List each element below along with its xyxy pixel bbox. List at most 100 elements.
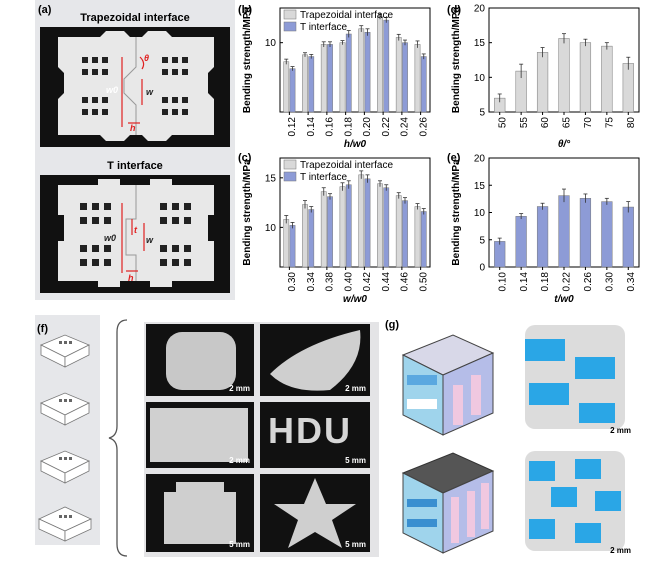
- legend-swatch: [283, 171, 297, 182]
- x-tick-label: 0.18: [540, 272, 551, 292]
- y-axis-label: Bending strength/MPa: [242, 7, 253, 114]
- bar: [308, 56, 315, 113]
- y-tick-label: 10: [474, 208, 486, 219]
- cube-render-1: [401, 334, 495, 436]
- bar: [402, 42, 408, 113]
- cube-render-2: [401, 452, 495, 554]
- bar: [414, 44, 421, 113]
- scale-bar-4: 5 mm: [345, 456, 366, 465]
- photo-cross-shape: 5 mm: [146, 474, 254, 552]
- y-tick-label: 10: [265, 38, 277, 49]
- x-axis-label: w/w0: [343, 294, 367, 305]
- x-tick-label: 65: [562, 117, 573, 129]
- trapezoidal-photo: θ w0 w h: [40, 27, 230, 147]
- panel-f-label: (f): [37, 323, 48, 335]
- bar: [579, 42, 592, 113]
- trapezoidal-sample: θ w0 w h: [58, 31, 214, 141]
- cube-scale-1: 2 mm: [610, 426, 631, 435]
- bar: [420, 211, 427, 268]
- x-tick-label: 60: [540, 117, 551, 129]
- photo-curved-sheet: 2 mm: [260, 324, 370, 396]
- x-axis-label: h/w0: [344, 139, 367, 150]
- brace: [108, 319, 128, 557]
- panel-c-label: (c): [238, 152, 252, 164]
- legend-label: T interface: [300, 22, 347, 33]
- panel-f-photos: 2 mm 2 mm 2 mm HDU 5 mm 5 mm 5 mm: [144, 322, 379, 557]
- photo-hdu-letters: HDU 5 mm: [260, 402, 370, 468]
- legend-label: Trapezoidal interface: [300, 160, 393, 171]
- t-dim-label: t: [134, 225, 138, 235]
- bar: [383, 19, 390, 113]
- scale-bar-1: 2 mm: [229, 384, 250, 393]
- bar: [558, 38, 570, 113]
- scale-bar-2: 2 mm: [345, 384, 366, 393]
- w0-label-t: w0: [104, 233, 116, 243]
- x-tick-label: 0.42: [362, 272, 373, 292]
- x-tick-label: 0.14: [306, 117, 317, 137]
- bar: [515, 216, 527, 268]
- legend-swatch: [283, 159, 297, 170]
- x-tick-label: 0.30: [604, 272, 615, 292]
- panel-e-label: (e): [447, 152, 461, 164]
- cube-scale-2: 2 mm: [610, 546, 631, 555]
- t-interface-photo: t w0 w h: [40, 175, 230, 293]
- bar: [327, 196, 333, 268]
- panel-g-label: (g): [385, 319, 400, 331]
- x-tick-label: 0.44: [381, 272, 392, 292]
- chart-c: 10 15 Bending strength/MPa 0.30 0.34 0.38 0.40…: [242, 157, 431, 305]
- x-tick-label: 75: [604, 117, 615, 129]
- x-tick-label: 0.40: [343, 272, 354, 292]
- x-tick-label: 70: [583, 117, 594, 129]
- legend-swatch: [283, 9, 297, 20]
- h-label-t: h: [128, 273, 134, 283]
- y-tick-label: 5: [479, 235, 485, 246]
- cube-photo-2: 2 mm: [515, 443, 635, 559]
- panel-d-label: (d): [447, 4, 462, 16]
- bar: [283, 61, 290, 113]
- y-tick-label: 10: [474, 73, 486, 84]
- x-tick-label: 0.22: [381, 117, 392, 137]
- y-axis-label: Bending strength/MPa: [451, 7, 462, 114]
- chart-b: 10 Bending strength/MPa 0.12 0.14 0.16 0.18 0.…: [242, 7, 431, 150]
- bar: [395, 195, 402, 268]
- bar: [302, 204, 308, 268]
- theta-label: θ: [144, 53, 149, 63]
- x-tick-label: 0.14: [519, 272, 530, 292]
- x-axis-label: θ/°: [558, 139, 571, 150]
- legend-label: T interface: [300, 172, 347, 183]
- bar: [358, 174, 365, 268]
- bar: [536, 206, 549, 268]
- y-tick-label: 20: [474, 154, 486, 165]
- x-tick-label: 0.50: [418, 272, 429, 292]
- bar: [327, 44, 333, 113]
- bar: [345, 184, 352, 268]
- bar: [339, 42, 346, 113]
- x-tick-label: 0.34: [626, 272, 637, 292]
- scale-bar-5: 5 mm: [229, 540, 250, 549]
- x-tick-label: 0.24: [400, 117, 411, 137]
- bar: [358, 28, 365, 113]
- cube-photo-1: 2 mm: [515, 317, 635, 439]
- bar: [377, 183, 383, 268]
- x-tick-label: 0.26: [418, 117, 429, 137]
- x-tick-label: 80: [626, 117, 637, 129]
- bar: [601, 201, 613, 268]
- w-label-t: w: [146, 235, 154, 245]
- x-tick-label: 0.12: [287, 117, 298, 137]
- bar: [339, 186, 346, 268]
- bar: [414, 206, 421, 268]
- bar: [320, 44, 327, 113]
- photo-star: 5 mm: [260, 474, 370, 552]
- plot-frame: [279, 7, 431, 113]
- y-tick-label: 15: [265, 173, 277, 184]
- y-axis-label: Bending strength/MPa: [451, 159, 462, 266]
- trapezoidal-title: Trapezoidal interface: [80, 12, 190, 24]
- bar: [558, 195, 570, 268]
- x-tick-label: 0.16: [325, 117, 336, 137]
- chart-d: 5 10 15 20 Bending strength/MPa 50 55 60 65 70 75 8…: [451, 4, 640, 150]
- bar: [289, 225, 296, 268]
- chart-e: 0 5 10 15 20 Bending strength/MPa 0.10 0.14 0.18…: [451, 154, 640, 305]
- photo-rounded-square: 2 mm: [146, 324, 254, 396]
- bar: [320, 191, 327, 268]
- legend-label: Trapezoidal interface: [300, 10, 393, 21]
